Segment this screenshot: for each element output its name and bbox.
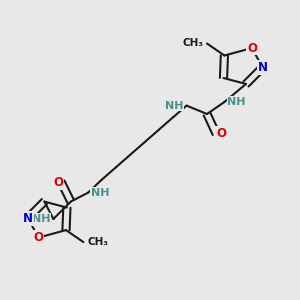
Text: NH: NH: [227, 97, 246, 107]
Text: NH: NH: [32, 214, 50, 224]
Text: CH₃: CH₃: [182, 38, 203, 49]
Text: N: N: [23, 212, 33, 225]
Text: N: N: [257, 61, 268, 74]
Text: O: O: [247, 41, 257, 55]
Text: O: O: [53, 176, 63, 189]
Text: NH: NH: [91, 188, 110, 198]
Text: NH: NH: [165, 100, 184, 111]
Text: O: O: [33, 231, 43, 244]
Text: CH₃: CH₃: [87, 237, 108, 247]
Text: O: O: [216, 127, 226, 140]
